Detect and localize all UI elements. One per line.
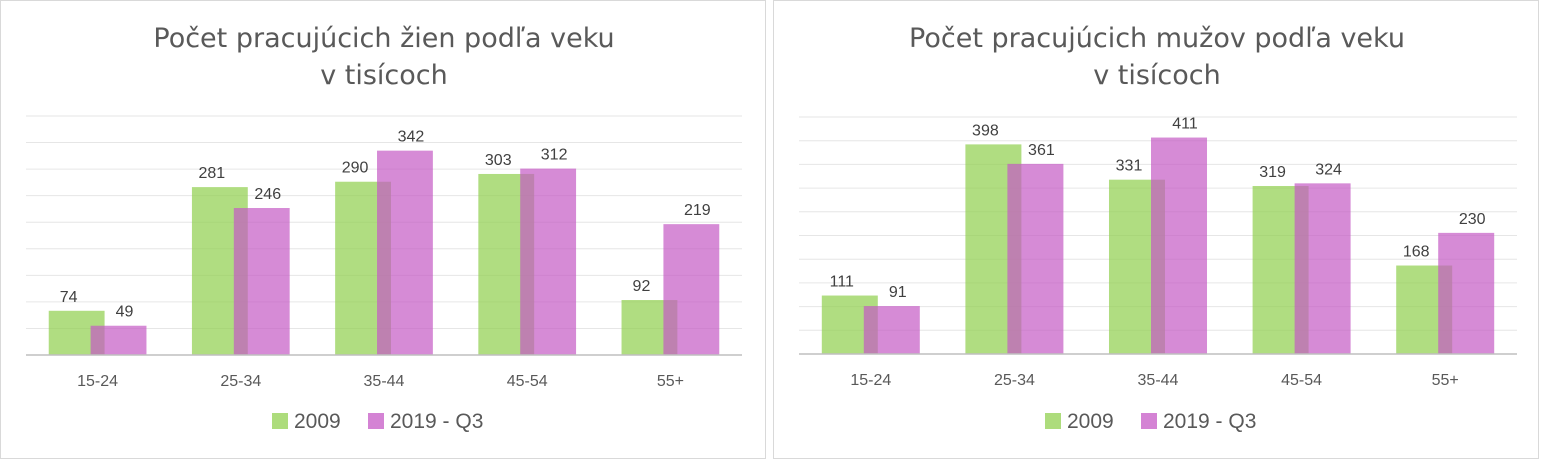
data-label: 312 — [541, 147, 568, 164]
bar-series2 — [520, 168, 577, 355]
chart-title-line: Počet pracujúcich žien podľa veku — [153, 23, 614, 54]
bar-series2 — [863, 306, 920, 354]
chart-title-line: v tisícoch — [1093, 60, 1221, 91]
data-label: 319 — [1259, 164, 1286, 181]
data-label: 361 — [1028, 142, 1055, 159]
bar-series2 — [1150, 137, 1208, 354]
x-tick-label: 45-54 — [1281, 372, 1322, 389]
legend-swatch — [368, 413, 384, 429]
data-label: 281 — [199, 165, 226, 182]
data-label: 219 — [684, 202, 711, 219]
bar-series2 — [233, 208, 290, 355]
data-label: 411 — [1172, 116, 1198, 133]
legend-swatch — [272, 413, 288, 429]
data-label: 303 — [485, 152, 512, 169]
chart-title-line: v tisícoch — [320, 60, 448, 91]
data-label: 290 — [342, 160, 369, 177]
data-label: 168 — [1403, 244, 1430, 261]
x-tick-label: 35-44 — [364, 373, 405, 390]
data-label: 324 — [1315, 161, 1342, 178]
bar-series2 — [1438, 232, 1495, 354]
x-tick-label: 35-44 — [1138, 372, 1179, 389]
x-tick-label: 55+ — [657, 373, 684, 390]
chart-panel-men: Počet pracujúcich mužov podľa veku v tisí… — [773, 0, 1539, 459]
data-label: 92 — [633, 278, 651, 295]
bar-series2 — [1294, 183, 1351, 354]
data-label: 74 — [60, 289, 78, 306]
x-tick-label: 55+ — [1432, 372, 1459, 389]
x-tick-label: 15-24 — [850, 372, 891, 389]
chart-title-line: Počet pracujúcich mužov podľa veku — [909, 23, 1405, 54]
data-label: 342 — [398, 129, 425, 146]
data-label: 331 — [1116, 158, 1143, 175]
x-tick-label: 25-34 — [220, 373, 261, 390]
chart-men: Počet pracujúcich mužov podľa veku v tisí… — [799, 23, 1517, 433]
x-tick-label: 45-54 — [507, 373, 548, 390]
legend-swatch — [1141, 413, 1157, 429]
data-label: 49 — [116, 304, 134, 321]
legend-label: 2019 - Q3 — [1163, 410, 1256, 433]
x-tick-label: 15-24 — [77, 373, 118, 390]
chart-women: Počet pracujúcich žien podľa veku v tisíc… — [26, 23, 742, 433]
legend-label: 2009 — [294, 410, 341, 433]
data-label: 398 — [972, 122, 999, 139]
legend-label: 2019 - Q3 — [390, 410, 483, 433]
bar-series2 — [1007, 163, 1064, 354]
bar-series2 — [663, 224, 720, 355]
legend-label: 2009 — [1067, 410, 1114, 433]
data-label: 230 — [1459, 211, 1486, 228]
legend-swatch — [1045, 413, 1061, 429]
data-label: 111 — [830, 274, 854, 291]
bar-series2 — [377, 150, 433, 355]
data-label: 91 — [889, 284, 907, 301]
bar-series2 — [90, 325, 147, 355]
chart-panel-women: Počet pracujúcich žien podľa veku v tisíc… — [0, 0, 766, 459]
data-label: 246 — [254, 186, 281, 203]
x-tick-label: 25-34 — [994, 372, 1035, 389]
